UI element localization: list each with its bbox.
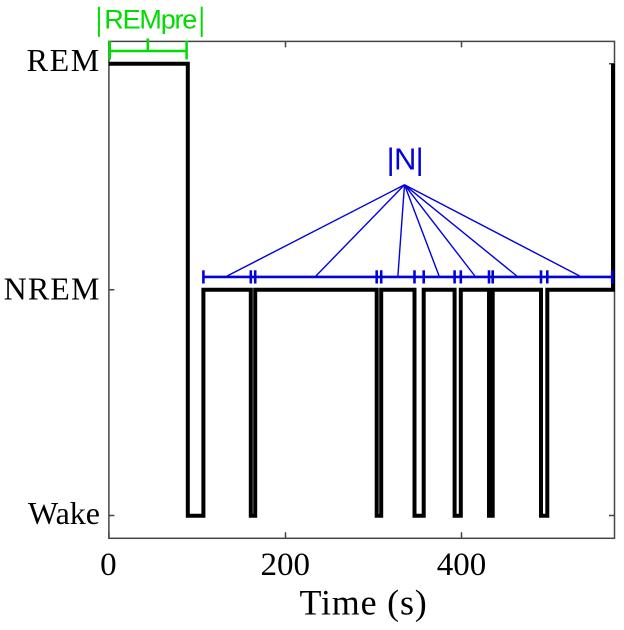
svg-text:200: 200 [261,547,311,583]
svg-text:Time (s): Time (s) [299,583,427,623]
svg-text:Wake: Wake [28,495,100,531]
svg-text:0: 0 [100,547,117,583]
svg-text:|N|: |N| [387,142,423,177]
svg-text:REMpre: REMpre [104,5,196,35]
svg-text:REM: REM [27,42,101,78]
svg-text:NREM: NREM [4,271,101,307]
svg-text:400: 400 [437,547,487,583]
